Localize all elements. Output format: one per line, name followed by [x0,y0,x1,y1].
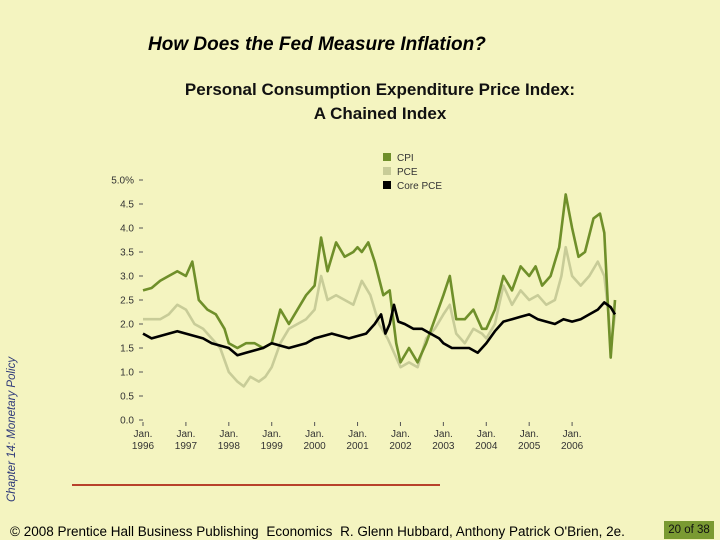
x-tick-year: 2000 [304,441,327,452]
legend-swatch-core-pce [383,181,391,189]
x-tick-year: 2003 [432,441,455,452]
line-chart: 0.00.51.01.52.02.53.03.54.04.55.0%Jan.19… [111,153,617,452]
x-tick-year: 2002 [389,441,412,452]
x-tick-month: Jan. [348,429,367,440]
x-tick-month: Jan. [262,429,281,440]
page-total: 38 [697,524,710,536]
slide-title: How Does the Fed Measure Inflation? [148,34,486,55]
footer-divider [72,484,440,486]
footer-authors: R. Glenn Hubbard, Anthony Patrick O'Brie… [340,524,625,539]
y-tick-label: 0.0 [120,416,134,427]
y-tick-label: 1.5 [120,344,134,355]
x-tick-year: 2005 [518,441,541,452]
y-tick-label: 3.0 [120,272,134,283]
series-line-cpi [142,193,617,364]
y-tick-label: 0.5 [120,392,134,403]
x-tick-month: Jan. [219,429,238,440]
y-tick-label: 2.5 [120,296,134,307]
x-tick-year: 2004 [475,441,498,452]
x-tick-month: Jan. [134,429,153,440]
page-of: of [684,524,694,536]
footer-copyright: © 2008 Prentice Hall Business Publishing [10,524,259,539]
page-number-badge: 20 of 38 [664,521,714,539]
chapter-side-label: Chapter 14: Monetary Policy [6,356,18,502]
y-tick-label: 3.5 [120,248,134,259]
x-tick-month: Jan. [305,429,324,440]
x-tick-year: 1998 [218,441,241,452]
y-tick-label: 4.0 [120,224,134,235]
x-tick-month: Jan. [176,429,195,440]
chart-title: Personal Consumption Expenditure Price I… [0,78,720,126]
footer: © 2008 Prentice Hall Business Publishing… [10,524,629,539]
chart-title-line-2: A Chained Index [313,104,447,123]
legend-swatch-pce [383,167,391,175]
x-tick-month: Jan. [520,429,539,440]
legend-label-core-pce: Core PCE [397,181,442,192]
x-tick-year: 2001 [346,441,369,452]
x-tick-month: Jan. [434,429,453,440]
page-current: 20 [668,524,681,536]
x-tick-year: 1997 [175,441,198,452]
footer-book: Economics [266,524,333,539]
y-tick-label: 2.0 [120,320,134,331]
x-tick-year: 2006 [561,441,584,452]
legend-swatch-cpi [383,153,391,161]
x-tick-year: 1999 [261,441,284,452]
series-line-core-pce [142,301,617,357]
y-tick-label: 5.0% [111,176,134,187]
legend-label-pce: PCE [397,167,418,178]
legend-label-cpi: CPI [397,153,414,164]
y-tick-label: 1.0 [120,368,134,379]
x-tick-year: 1996 [132,441,155,452]
y-tick-label: 4.5 [120,200,134,211]
x-tick-month: Jan. [477,429,496,440]
series-line-pce [143,245,617,388]
x-tick-month: Jan. [563,429,582,440]
x-tick-month: Jan. [391,429,410,440]
chart-title-line-1: Personal Consumption Expenditure Price I… [184,80,576,99]
